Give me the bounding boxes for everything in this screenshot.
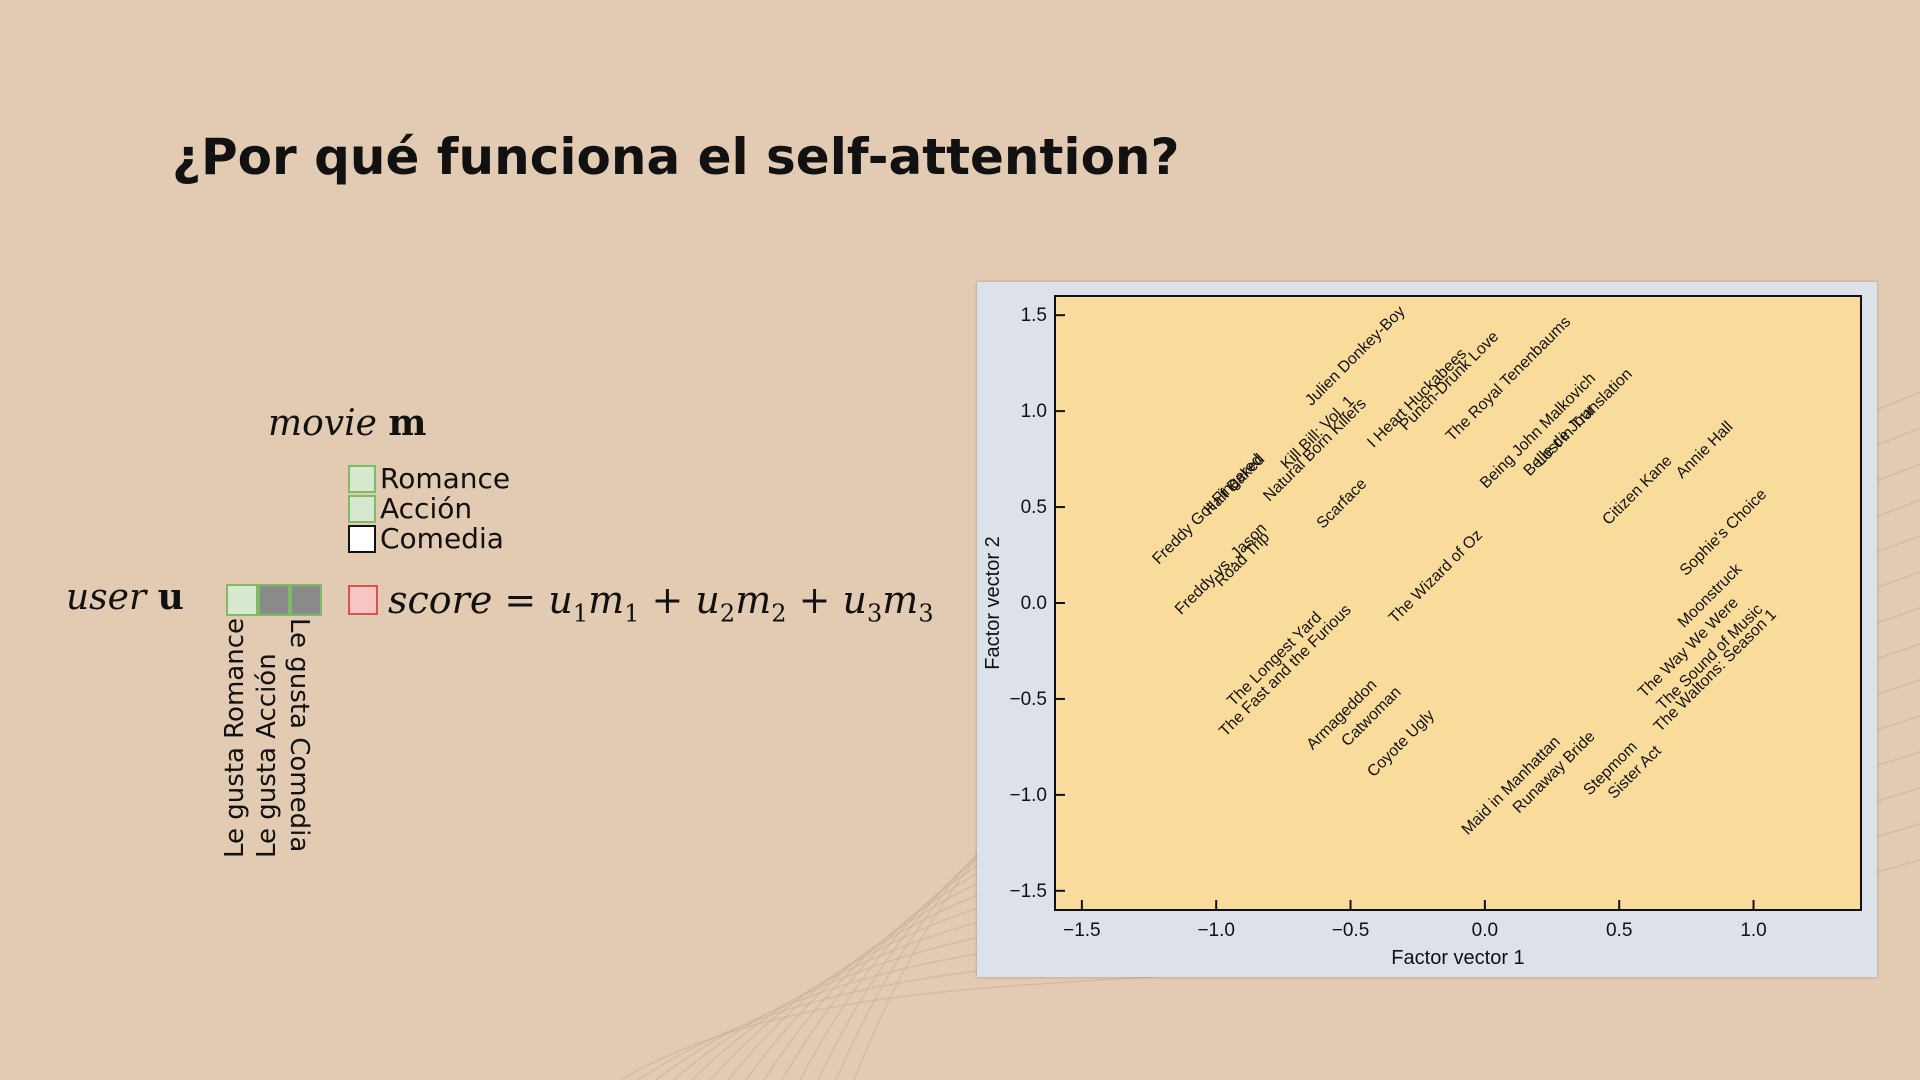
user-vector-label: user u <box>66 576 184 618</box>
x-tick-label: −1.5 <box>1063 920 1101 941</box>
user-cell-romance <box>226 584 258 616</box>
movie-feature-label: Comedia <box>380 522 504 555</box>
movie-feature-row: Comedia <box>348 524 510 554</box>
user-cell-comedia <box>290 584 322 616</box>
x-axis-label: Factor vector 1 <box>1391 947 1524 969</box>
movie-feature-vector: Romance Acción Comedia <box>348 464 510 554</box>
x-tick-label: 0.5 <box>1606 920 1632 941</box>
x-tick-label: −1.0 <box>1197 920 1235 941</box>
movie-label-italic: movie <box>268 403 377 444</box>
movie-cell-comedia <box>348 525 376 553</box>
user-cell-accion <box>258 584 290 616</box>
movie-label-bold: m <box>388 402 427 444</box>
user-pref-accion: Le gusta Acción <box>252 653 282 859</box>
movie-cell-romance <box>348 465 376 493</box>
user-pref-romance: Le gusta Romance <box>220 618 250 859</box>
y-tick-label: 1.5 <box>1021 305 1047 326</box>
user-preference-labels: Le gusta Romance Le gusta Acción Le gust… <box>220 618 314 859</box>
score-term: u3m3 <box>842 578 934 628</box>
score-term: u2m2 <box>695 578 787 628</box>
user-label-bold: u <box>157 576 184 618</box>
score-cell <box>348 585 378 615</box>
plot-area <box>1054 295 1862 911</box>
movie-feature-label: Acción <box>380 492 473 525</box>
score-term: u1m1 <box>548 578 640 628</box>
x-tick-label: −0.5 <box>1332 920 1370 941</box>
y-tick-label: −0.5 <box>1009 689 1047 710</box>
movie-cell-accion <box>348 495 376 523</box>
movie-feature-row: Acción <box>348 494 510 524</box>
chart-panel: −1.5 −1.0 −0.5 0.0 0.5 1.0 1.5 1.0 0.5 0.0 −0.5 −1.… <box>977 282 1877 977</box>
y-tick-label: −1.5 <box>1009 881 1047 902</box>
user-pref-comedia: Le gusta Comedia <box>284 618 314 853</box>
movie-vector-label: movie m <box>268 402 427 444</box>
movie-feature-row: Romance <box>348 464 510 494</box>
x-tick-label: 1.0 <box>1740 920 1766 941</box>
user-preference-vector <box>226 584 322 616</box>
y-tick-label: 0.0 <box>1021 593 1047 614</box>
movie-feature-label: Romance <box>380 462 511 495</box>
slide-title: ¿Por qué funciona el self-attention? <box>172 128 1180 186</box>
y-tick-label: 0.5 <box>1021 497 1047 518</box>
y-tick-label: −1.0 <box>1009 785 1047 806</box>
x-tick-label: 0.0 <box>1472 920 1498 941</box>
factor-vector-scatter-chart: −1.5 −1.0 −0.5 0.0 0.5 1.0 1.5 1.0 0.5 0.0 −0.5 −1.… <box>982 295 1862 969</box>
score-word: score <box>388 578 493 622</box>
y-axis-label: Factor vector 2 <box>982 536 1004 669</box>
y-tick-label: 1.0 <box>1021 401 1047 422</box>
user-label-italic: user <box>66 577 147 618</box>
score-formula: score = u1m1 + u2m2 + u3m3 <box>388 578 934 628</box>
